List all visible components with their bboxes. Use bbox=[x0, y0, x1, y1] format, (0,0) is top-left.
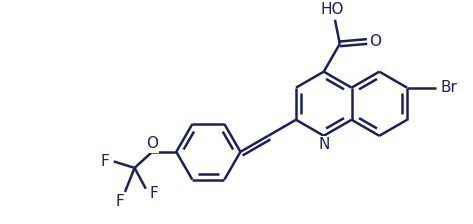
Text: F: F bbox=[116, 194, 124, 209]
Text: N: N bbox=[318, 137, 330, 152]
Text: Br: Br bbox=[441, 80, 457, 95]
Text: O: O bbox=[146, 136, 158, 151]
Text: O: O bbox=[369, 34, 382, 49]
Text: F: F bbox=[101, 154, 110, 169]
Text: F: F bbox=[150, 186, 158, 201]
Text: HO: HO bbox=[321, 2, 344, 17]
